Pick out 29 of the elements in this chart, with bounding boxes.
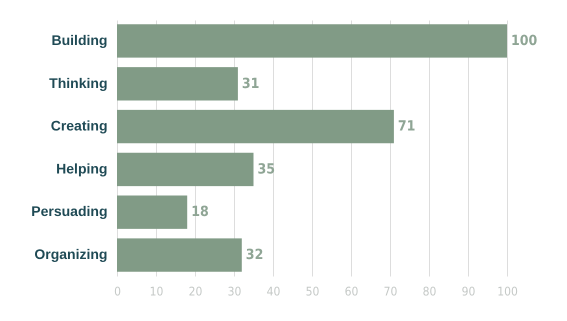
x-tick-label: 70 [384, 284, 398, 298]
x-tick-label: 80 [422, 284, 436, 298]
data-label: 71 [398, 118, 416, 135]
x-tick-label: 30 [228, 284, 242, 298]
x-tick-label: 100 [497, 284, 518, 298]
x-tick-label: 10 [150, 284, 164, 298]
bar [117, 110, 394, 144]
x-tick-label: 40 [266, 284, 280, 298]
x-tick-label: 60 [344, 284, 358, 298]
x-tick-label: 90 [462, 284, 476, 298]
data-label: 35 [258, 161, 276, 178]
y-tick-label: Helping [56, 160, 108, 176]
data-label: 100 [511, 32, 538, 49]
data-label: 32 [246, 247, 264, 264]
y-tick-label: Building [52, 32, 108, 48]
y-tick-label: Persuading [31, 203, 108, 220]
y-tick-label: Thinking [49, 74, 108, 91]
bar [117, 24, 507, 58]
bar [117, 196, 188, 229]
bar [117, 152, 254, 186]
x-tick-label: 20 [188, 284, 202, 298]
bar [117, 67, 238, 100]
bar [117, 238, 242, 272]
data-label: 31 [242, 76, 260, 92]
x-tick-label: 0 [114, 284, 122, 298]
data-label: 18 [191, 204, 209, 220]
x-tick-label: 50 [306, 284, 320, 298]
y-tick-label: Creating [50, 118, 108, 134]
y-tick-label: Organizing [34, 246, 108, 262]
